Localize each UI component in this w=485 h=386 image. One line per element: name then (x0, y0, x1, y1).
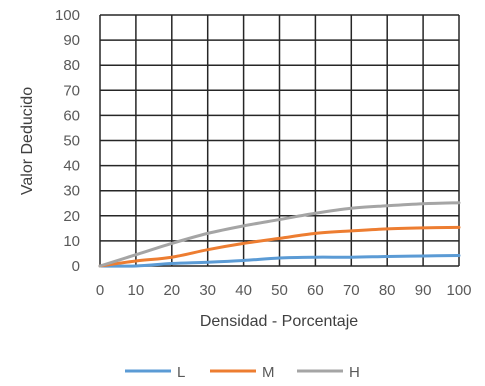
series-line-l (98, 253, 461, 268)
x-tick-label: 100 (446, 282, 471, 299)
x-tick-label: 30 (199, 282, 216, 299)
y-tick-label: 50 (63, 133, 80, 150)
y-tick-label: 70 (63, 82, 80, 99)
legend-label-l: L (177, 364, 185, 381)
y-tick-label: 30 (63, 183, 80, 200)
x-tick-label: 50 (271, 282, 288, 299)
y-tick-label: 100 (55, 7, 80, 24)
x-tick-label: 0 (96, 282, 104, 299)
y-tick-label: 80 (63, 57, 80, 74)
y-tick-label: 0 (72, 258, 80, 275)
y-tick-label: 40 (63, 158, 80, 175)
x-axis-title: Densidad - Porcentaje (200, 313, 358, 330)
y-tick-label: 10 (63, 233, 80, 250)
x-tick-label: 70 (343, 282, 360, 299)
x-tick-label: 20 (163, 282, 180, 299)
x-tick-label: 80 (379, 282, 396, 299)
y-tick-label: 20 (63, 208, 80, 225)
series-line-h (98, 201, 461, 268)
x-tick-label: 10 (128, 282, 145, 299)
x-tick-label: 90 (415, 282, 432, 299)
x-tick-label: 60 (307, 282, 324, 299)
series-lines (98, 201, 461, 268)
y-axis-ticks: 0 10 20 30 40 50 60 70 80 90 100 (55, 7, 80, 275)
x-tick-label: 40 (235, 282, 252, 299)
legend-label-h: H (349, 364, 360, 381)
x-axis-ticks: 0 10 20 30 40 50 60 70 80 90 100 (96, 282, 472, 299)
y-tick-label: 60 (63, 107, 80, 124)
y-axis-title: Valor Deducido (19, 87, 36, 195)
grid (99, 14, 460, 267)
series-line-m (98, 225, 461, 268)
legend-label-m: M (262, 364, 275, 381)
y-tick-label: 90 (63, 32, 80, 49)
